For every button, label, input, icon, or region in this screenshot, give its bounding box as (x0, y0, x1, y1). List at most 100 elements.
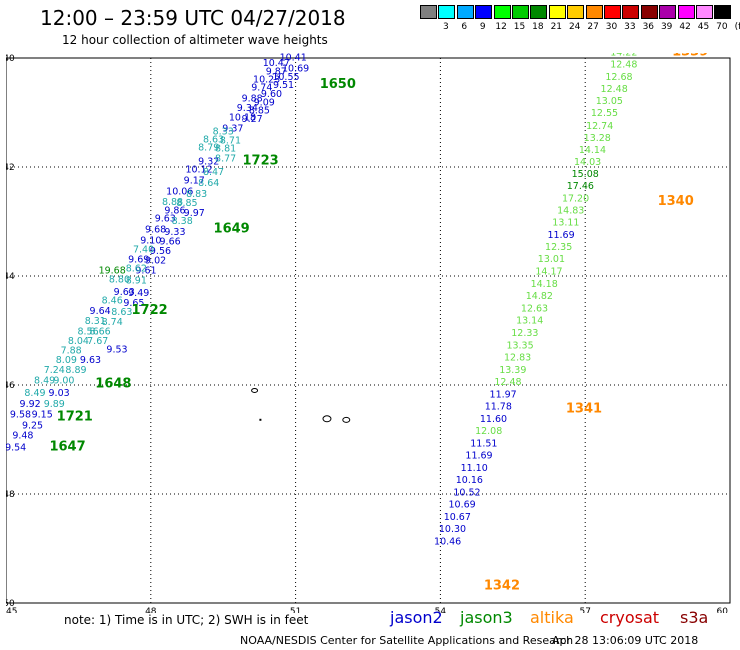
swh-value-label: 8.46 (102, 295, 123, 306)
swh-value-label: 10.30 (439, 524, 466, 535)
scale-tick-label: 9 (479, 22, 486, 32)
swh-value-label: 8.79 (198, 143, 219, 154)
scale-tick-label: 33 (624, 22, 636, 32)
scale-swatch (567, 5, 585, 19)
swh-value-label: 17.20 (562, 193, 589, 204)
legend-item-jason2: jason2 (390, 608, 443, 627)
swh-value-label: 8.62 (126, 264, 147, 275)
y-axis-tick-label: -40 (6, 54, 15, 64)
wave-height-map: 45 48 51 54 57 60 -40 -42 -44 -46 -48 -50 10.4110.47… (6, 53, 731, 613)
scale-swatch (604, 5, 621, 19)
pass-number-label: 1723 (243, 153, 279, 168)
credit-text: NOAA/NESDIS Center for Satellite Applica… (240, 634, 574, 647)
swh-value-label: 10.67 (444, 512, 471, 523)
scale-swatch (512, 5, 529, 19)
swh-value-label: 8.91 (126, 276, 147, 287)
swh-value-label: 8.31 (85, 316, 106, 327)
scale-swatch (677, 5, 695, 19)
timestamp-text: Apr 28 13:06:09 UTC 2018 (552, 634, 699, 647)
swh-value-label: 8.66 (90, 326, 111, 337)
scale-swatch (438, 5, 456, 19)
swh-value-label: 7.40 (133, 245, 154, 256)
swh-value-label: 10.23 (253, 75, 280, 86)
swh-value-label: 8.38 (172, 216, 193, 227)
scale-tick-label: 30 (605, 22, 618, 32)
swh-value-label: 9.63 (114, 287, 135, 298)
swh-value-label: 15.08 (572, 169, 599, 180)
swh-value-label: 12.48 (610, 59, 637, 70)
swh-value-label: 9.33 (164, 227, 185, 238)
swh-value-label: 12.35 (545, 242, 572, 253)
swh-value-label: 9.09 (254, 97, 275, 108)
swh-value-label: 9.25 (22, 421, 43, 432)
pass-number-label: 1339 (672, 53, 708, 59)
scale-tick-label: 36 (642, 22, 655, 32)
swh-value-label: 13.14 (516, 315, 543, 326)
swh-value-label: 9.63 (80, 355, 101, 366)
swh-value-label: 10.12 (185, 164, 212, 175)
swh-value-label: 17.46 (567, 181, 594, 192)
swh-value-label: 8.77 (215, 154, 236, 165)
swh-value-label: 10.69 (282, 64, 309, 75)
scale-unit-label: (ft) (734, 22, 740, 32)
swh-value-label: 10.16 (456, 475, 483, 486)
swh-value-label: 9.48 (12, 430, 33, 441)
pass-number-label: 1342 (484, 578, 520, 593)
swh-value-label: 14.83 (557, 205, 584, 216)
swh-value-label: 9.34 (237, 103, 258, 114)
scale-swatch (659, 5, 677, 19)
swh-value-label: 12.55 (591, 108, 618, 119)
swh-value-label: 11.97 (490, 390, 517, 401)
swh-value-label: 9.92 (20, 399, 41, 410)
island-outline (342, 416, 351, 423)
x-axis-tick-label: 57 (579, 607, 590, 613)
swh-value-label: 12.48 (601, 84, 628, 95)
footnote: note: 1) Time is in UTC; 2) SWH is in fe… (64, 613, 309, 627)
swh-value-label: 8.33 (213, 126, 234, 137)
swh-value-label: 7.67 (87, 336, 108, 347)
swh-value-label: 9.89 (44, 399, 65, 410)
swh-value-label: 8.74 (102, 317, 123, 328)
swh-value-label: 9.15 (32, 410, 53, 421)
swh-value-label: 9.17 (184, 175, 205, 186)
swh-value-label: 9.74 (251, 83, 272, 94)
swh-value-label: 19.68 (99, 265, 126, 276)
legend-item-s3a: s3a (680, 608, 709, 627)
swh-value-label: 8.49 (24, 388, 45, 399)
scale-tick-label: 12 (495, 22, 507, 32)
swh-value-label: 9.60 (261, 89, 282, 100)
swh-value-label: 9.97 (184, 208, 205, 219)
scale-tick-label: 24 (568, 22, 581, 32)
swh-value-label: 8.85 (249, 106, 270, 117)
swh-value-label: 9.03 (49, 388, 70, 399)
swh-value-label: 13.05 (596, 96, 623, 107)
swh-value-label: 8.64 (198, 178, 219, 189)
scale-tick-label: 45 (697, 22, 710, 32)
swh-value-label: 12.33 (511, 328, 538, 339)
scale-swatch (640, 5, 658, 19)
scale-swatch (622, 5, 640, 19)
swh-value-label: 9.53 (106, 344, 127, 355)
swh-value-label: 8.47 (203, 167, 224, 178)
swh-value-label: 9.00 (53, 375, 74, 386)
pass-number-label: 1649 (214, 221, 250, 236)
pass-number-label: 1721 (57, 409, 93, 424)
swh-value-label: 10.18 (229, 113, 256, 124)
swh-value-label: 9.54 (6, 442, 26, 453)
swh-value-label: 7.88 (61, 345, 82, 356)
scale-swatch (714, 5, 732, 19)
swh-value-label: 14.18 (531, 279, 558, 290)
swh-value-label: 11.69 (465, 451, 492, 462)
swh-value-label: 8.89 (65, 365, 86, 376)
scale-swatch (493, 5, 511, 19)
swh-value-label: 11.10 (461, 463, 488, 474)
swh-value-label: 13.39 (499, 365, 526, 376)
swh-value-label: 10.41 (280, 53, 307, 64)
swh-value-label: 14.03 (574, 157, 601, 168)
x-axis-tick-label: 51 (290, 607, 301, 613)
island-dot (259, 418, 262, 421)
swh-value-label: 9.68 (145, 224, 166, 235)
swh-value-label: 9.63 (155, 214, 176, 225)
scale-swatch (456, 5, 474, 19)
swh-value-label: 14.22 (610, 53, 637, 58)
